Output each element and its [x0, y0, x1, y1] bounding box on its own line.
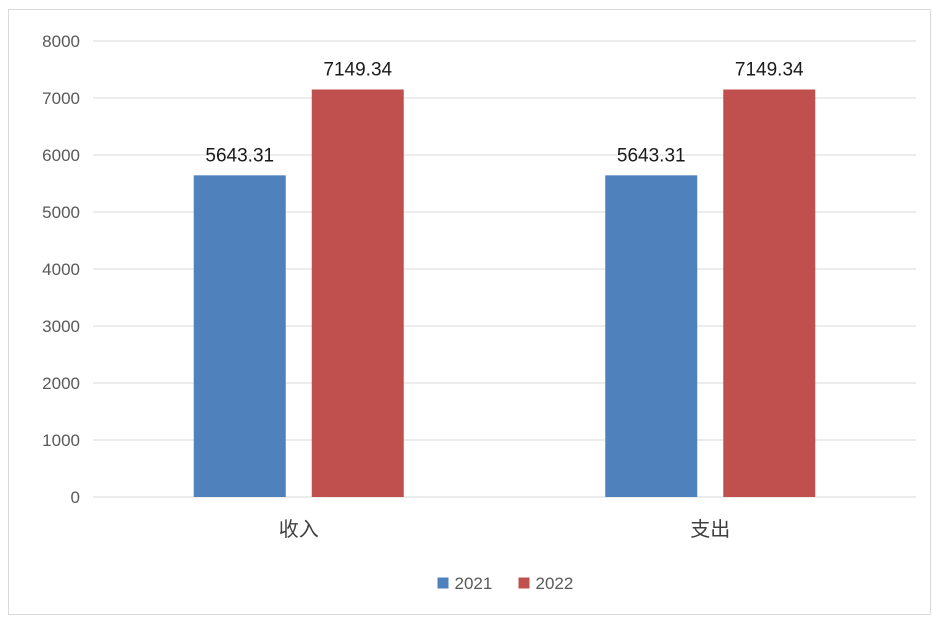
legend-label-2022: 2022 — [536, 574, 574, 593]
data-label: 5643.31 — [617, 145, 686, 166]
y-tick-label: 6000 — [42, 146, 80, 165]
data-label: 7149.34 — [735, 59, 804, 80]
data-labels: 5643.31 7149.34 5643.31 7149.34 — [205, 59, 804, 166]
y-tick-label: 2000 — [42, 374, 80, 393]
y-tick-label: 0 — [71, 488, 80, 507]
data-label: 5643.31 — [205, 145, 274, 166]
y-tick-label: 5000 — [42, 203, 80, 222]
y-tick-label: 8000 — [42, 32, 80, 51]
bar-2021-2 — [605, 175, 698, 497]
bars — [193, 89, 816, 498]
legend-swatch-2021 — [437, 577, 449, 589]
y-tick-label: 4000 — [42, 260, 80, 279]
bar-2022-2 — [723, 89, 816, 498]
x-axis-categories: 收入 支出 — [279, 518, 731, 541]
y-tick-label: 7000 — [42, 89, 80, 108]
y-tick-label: 1000 — [42, 431, 80, 450]
legend-swatch-2022 — [518, 577, 530, 589]
x-category-label: 支出 — [690, 518, 730, 541]
y-axis-ticks: 0 1000 2000 3000 4000 5000 6000 7000 8000 — [42, 32, 80, 507]
x-category-label: 收入 — [279, 518, 319, 541]
legend: 2021 2022 — [437, 574, 574, 593]
data-label: 7149.34 — [323, 59, 392, 80]
legend-label-2021: 2021 — [455, 574, 493, 593]
bar-2022-1 — [311, 89, 404, 498]
bar-2021-1 — [193, 175, 286, 497]
y-tick-label: 3000 — [42, 317, 80, 336]
